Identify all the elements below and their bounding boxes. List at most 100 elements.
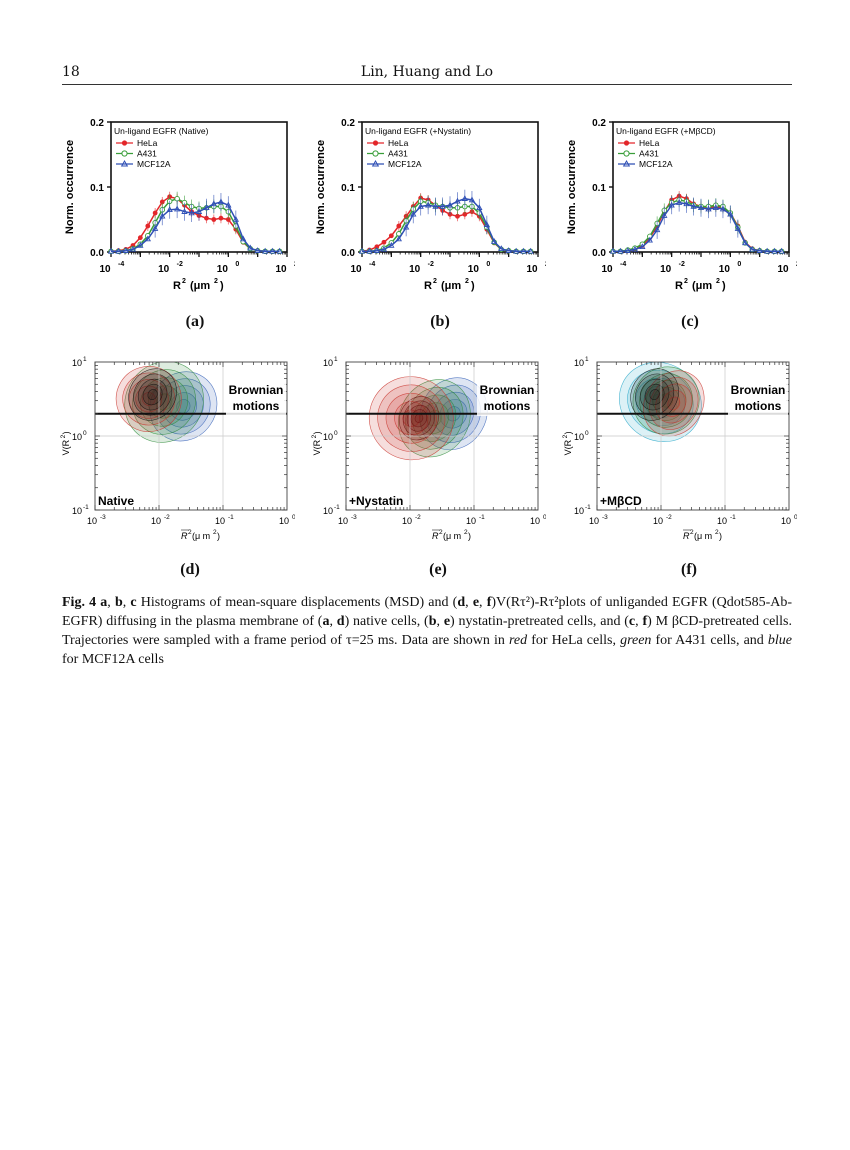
x-tick-exponent: 2 bbox=[796, 261, 797, 268]
caption-ref: e bbox=[472, 595, 480, 610]
x-tick-exponent: -4 bbox=[620, 261, 626, 268]
caption-text: )V(Rτ²)-Rτ²plots of unliganded EGFR (Qdo… bbox=[62, 595, 793, 629]
data-point-mcf12a bbox=[254, 247, 261, 253]
density-contours bbox=[115, 362, 218, 443]
legend-marker-mcf12a bbox=[371, 159, 380, 167]
density-contour bbox=[398, 396, 440, 441]
x-tick-exponent: 0 bbox=[486, 261, 490, 268]
data-point-mcf12a bbox=[410, 210, 417, 217]
data-point-mcf12a bbox=[446, 201, 454, 208]
caption-ref: a bbox=[100, 595, 108, 610]
x-axis-label-sup: 2 bbox=[439, 529, 443, 536]
x-axis-close: ) bbox=[722, 280, 726, 292]
y-tick-label: 10 bbox=[323, 432, 333, 442]
header-rule bbox=[62, 84, 792, 85]
x-axis-unit: (μm bbox=[692, 280, 712, 292]
histogram-panel-b: 0.0 0.1 0.2 10 -4 10 -2 10 0 10 2 Norm. occurrence R… bbox=[306, 112, 549, 306]
data-point-hela bbox=[159, 199, 165, 205]
x-axis-unit: (μ m bbox=[443, 531, 461, 541]
data-point-mcf12a bbox=[763, 247, 771, 254]
caption-ref: f bbox=[642, 614, 648, 629]
caption-red-word: red bbox=[508, 633, 528, 648]
data-point-mcf12a bbox=[247, 244, 254, 251]
x-tick-label: 10 bbox=[217, 264, 229, 275]
x-tick-label: 10 bbox=[99, 264, 111, 275]
legend-title: Un-ligand EGFR (Native) bbox=[114, 126, 209, 136]
data-point-mcf12a bbox=[505, 247, 512, 253]
series-line-mcf12a bbox=[613, 201, 782, 253]
legend-label-mcf12a: MCF12A bbox=[639, 159, 673, 169]
x-tick-label: 10 bbox=[777, 264, 789, 275]
series-line-a431 bbox=[362, 200, 531, 253]
x-tick-label: 10 bbox=[279, 516, 289, 526]
data-point-mcf12a bbox=[609, 247, 617, 254]
y-tick-label: 0.0 bbox=[341, 248, 355, 259]
caption-text: for HeLa cells, bbox=[527, 633, 621, 648]
histogram-panel-a: 0.0 0.1 0.2 10 -4 10 -2 10 0 10 2 Norm. occurrence R… bbox=[55, 112, 298, 306]
caption-ref: f bbox=[486, 595, 492, 610]
density-contour bbox=[649, 389, 660, 401]
x-axis-label: R bbox=[181, 531, 188, 541]
x-axis-label: R bbox=[683, 531, 690, 541]
motions-label: motions bbox=[735, 399, 782, 413]
data-point-mcf12a bbox=[631, 245, 639, 252]
legend-label-hela: HeLa bbox=[137, 138, 158, 148]
x-tick-label: 10 bbox=[530, 516, 540, 526]
y-axis-label: V(R bbox=[312, 439, 322, 455]
data-point-mcf12a bbox=[122, 247, 129, 253]
legend-label-mcf12a: MCF12A bbox=[388, 159, 422, 169]
panel-label-d: (d) bbox=[180, 561, 200, 578]
x-axis-label-sup: 2 bbox=[188, 529, 192, 536]
data-point-hela bbox=[211, 217, 217, 222]
data-point-mcf12a bbox=[181, 208, 188, 214]
caption-ref: a bbox=[322, 614, 330, 629]
legend-title: Un-ligand EGFR (+Nystatin) bbox=[365, 126, 471, 136]
data-point-mcf12a bbox=[417, 202, 424, 209]
y-tick-label: 10 bbox=[574, 506, 584, 516]
data-point-mcf12a bbox=[476, 204, 483, 211]
page-number: 18 bbox=[62, 64, 80, 80]
panel-label-e: (e) bbox=[429, 561, 447, 578]
legend-label-a431: A431 bbox=[639, 149, 659, 159]
y-axis-label-sup: 2 bbox=[60, 434, 67, 438]
density-contour bbox=[147, 389, 158, 401]
series-line-hela bbox=[613, 195, 782, 253]
data-point-mcf12a bbox=[261, 247, 269, 254]
density-contour bbox=[632, 366, 700, 435]
data-point-mcf12a bbox=[144, 235, 151, 242]
data-point-hela bbox=[396, 223, 402, 229]
data-point-mcf12a bbox=[624, 247, 631, 253]
data-point-mcf12a bbox=[697, 204, 705, 211]
panel-label-a: (a) bbox=[185, 313, 205, 330]
x-tick-exponent: -1 bbox=[479, 514, 485, 521]
data-point-mcf12a bbox=[276, 247, 283, 254]
data-point-mcf12a bbox=[203, 204, 210, 211]
data-point-mcf12a bbox=[727, 210, 734, 217]
y-tick-exponent: -1 bbox=[83, 504, 89, 511]
x-axis-label-sup: 2 bbox=[182, 278, 186, 285]
caption-ref: c bbox=[628, 614, 636, 629]
x-tick-label: 10 bbox=[601, 264, 613, 275]
motions-label: motions bbox=[233, 399, 280, 413]
y-tick-label: 10 bbox=[323, 358, 333, 368]
density-contour bbox=[649, 377, 699, 430]
y-axis-label-close: ) bbox=[563, 431, 573, 434]
data-point-mcf12a bbox=[468, 196, 476, 203]
caption-ref: d bbox=[457, 595, 466, 610]
data-point-mcf12a bbox=[232, 215, 239, 222]
density-contour bbox=[128, 379, 169, 419]
data-point-mcf12a bbox=[173, 205, 181, 212]
caption-text: , bbox=[635, 614, 643, 629]
data-point-mcf12a bbox=[373, 247, 380, 253]
x-tick-label: 10 bbox=[402, 516, 412, 526]
x-tick-exponent: 2 bbox=[294, 261, 295, 268]
x-tick-exponent: -2 bbox=[415, 514, 421, 521]
data-point-hela bbox=[455, 213, 460, 219]
x-tick-exponent: 2 bbox=[545, 261, 546, 268]
x-tick-label: 10 bbox=[158, 264, 170, 275]
brownian-label: Brownian bbox=[731, 383, 786, 397]
legend-marker-mcf12a bbox=[622, 159, 631, 167]
x-axis-unit-close: ) bbox=[468, 531, 471, 541]
y-tick-label: 0.1 bbox=[592, 183, 606, 194]
data-point-mcf12a bbox=[424, 201, 432, 208]
